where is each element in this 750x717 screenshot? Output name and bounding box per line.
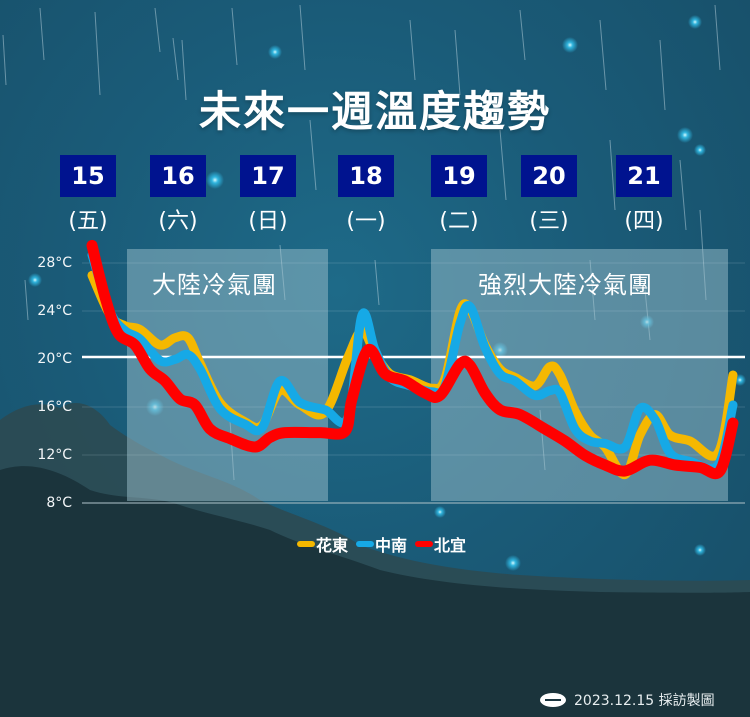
day-date: 19 [431, 155, 487, 197]
day-date: 21 [616, 155, 672, 197]
y-tick-label: 28°C [37, 255, 72, 271]
day-date: 20 [521, 155, 577, 197]
legend-label: 花東 [316, 536, 349, 555]
legend-swatch-icon [415, 541, 434, 547]
y-tick-label: 12°C [37, 447, 72, 463]
day-date: 17 [240, 155, 296, 197]
y-tick-label: 24°C [37, 303, 72, 319]
band-label-cold-air-mass: 大陸冷氣團 [152, 271, 277, 299]
chart-title: 未來一週溫度趨勢 [198, 87, 551, 136]
day-weekday: (四) [624, 209, 664, 234]
day-weekday: (日) [248, 209, 288, 234]
legend-item-zhongnan: 中南 [356, 532, 407, 556]
series-line-0 [87, 270, 738, 480]
legend: 花東 中南 北宜 [297, 532, 474, 556]
legend-swatch-icon [297, 541, 315, 547]
day-header: 18 (一) [338, 155, 394, 235]
legend-swatch-icon [356, 541, 375, 547]
day-weekday: (三) [529, 209, 569, 234]
legend-item-beiyi: 北宜 [415, 532, 466, 556]
credit-footer: 2023.12.15 採訪製圖 [540, 690, 715, 710]
day-date: 16 [150, 155, 206, 197]
day-header: 17 (日) [240, 155, 296, 235]
day-date: 15 [60, 155, 116, 197]
day-weekday: (一) [346, 209, 386, 234]
day-header: 15 (五) [60, 155, 116, 235]
day-date: 18 [338, 155, 394, 197]
y-tick-label: 8°C [46, 495, 72, 511]
day-header: 21 (四) [616, 155, 672, 235]
legend-label: 北宜 [434, 536, 467, 555]
band-label-strong-cold-air-mass: 強烈大陸冷氣團 [478, 271, 653, 299]
series-line-2 [86, 239, 739, 480]
credit-text: 2023.12.15 採訪製圖 [574, 693, 715, 709]
day-header: 16 (六) [150, 155, 206, 235]
y-tick-label: 20°C [37, 351, 72, 367]
legend-item-huadong: 花東 [297, 532, 348, 556]
y-tick-label: 16°C [37, 399, 72, 415]
day-weekday: (六) [158, 209, 198, 234]
legend-label: 中南 [375, 536, 408, 555]
agency-logo-icon [540, 693, 566, 707]
day-weekday: (二) [439, 209, 479, 234]
day-header: 19 (二) [431, 155, 487, 235]
day-weekday: (五) [68, 209, 108, 234]
day-header: 20 (三) [521, 155, 577, 235]
